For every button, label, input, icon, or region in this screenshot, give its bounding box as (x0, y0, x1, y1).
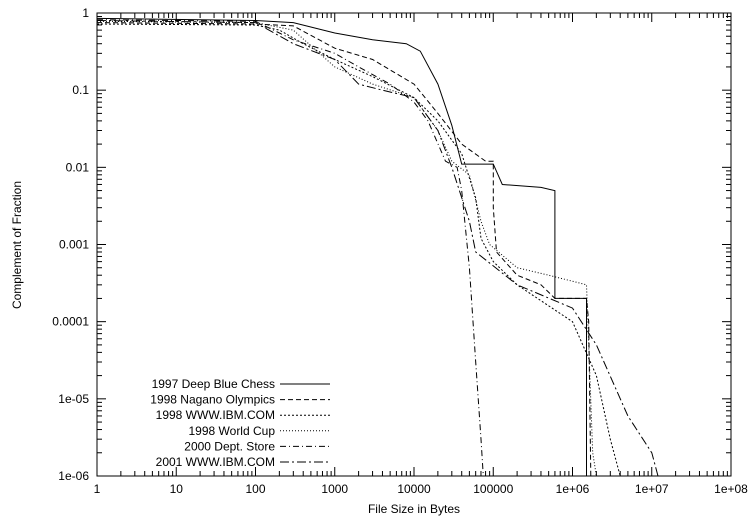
y-axis-title: Complement of Fraction (10, 181, 24, 309)
y-tick-label: 0.001 (59, 238, 89, 252)
axis-tick-labels: 1 10 100 1000 10000 100000 1e+06 1e+07 1e+08 1 0.1… (52, 6, 748, 496)
legend: 1997 Deep Blue Chess 1998 Nagano Olympics… (150, 377, 330, 469)
y-tick-label: 1 (82, 6, 89, 20)
x-tick-label: 1e+07 (635, 482, 669, 496)
series-line-5 (96, 19, 484, 477)
x-axis-title: File Size in Bytes (368, 502, 460, 516)
legend-label: 1998 World Cup (189, 424, 276, 438)
x-tick-label: 1 (94, 482, 101, 496)
series-line-6 (96, 20, 659, 477)
series-line-2 (96, 22, 592, 477)
x-tick-label: 1e+08 (714, 482, 748, 496)
y-tick-label: 0.01 (66, 160, 90, 174)
y-tick-label: 0.1 (72, 83, 89, 97)
y-tick-label: 0.0001 (52, 315, 89, 329)
axis-ticks (96, 13, 731, 477)
legend-label: 1998 WWW.IBM.COM (156, 408, 275, 422)
x-tick-label: 100000 (473, 482, 513, 496)
x-tick-label: 1e+06 (556, 482, 590, 496)
x-tick-label: 100 (245, 482, 265, 496)
series-line-3 (96, 23, 621, 477)
x-tick-label: 1000 (321, 482, 348, 496)
series-line-4 (96, 20, 597, 477)
series-line-1 (96, 17, 587, 476)
legend-label: 2001 WWW.IBM.COM (156, 455, 275, 469)
x-tick-label: 10000 (397, 482, 431, 496)
legend-label: 2000 Dept. Store (184, 439, 275, 453)
x-tick-label: 10 (170, 482, 184, 496)
y-tick-label: 1e-05 (58, 392, 89, 406)
series-layer (96, 17, 659, 477)
legend-label: 1998 Nagano Olympics (150, 393, 275, 407)
legend-label: 1997 Deep Blue Chess (152, 377, 275, 391)
y-tick-label: 1e-06 (58, 469, 89, 483)
